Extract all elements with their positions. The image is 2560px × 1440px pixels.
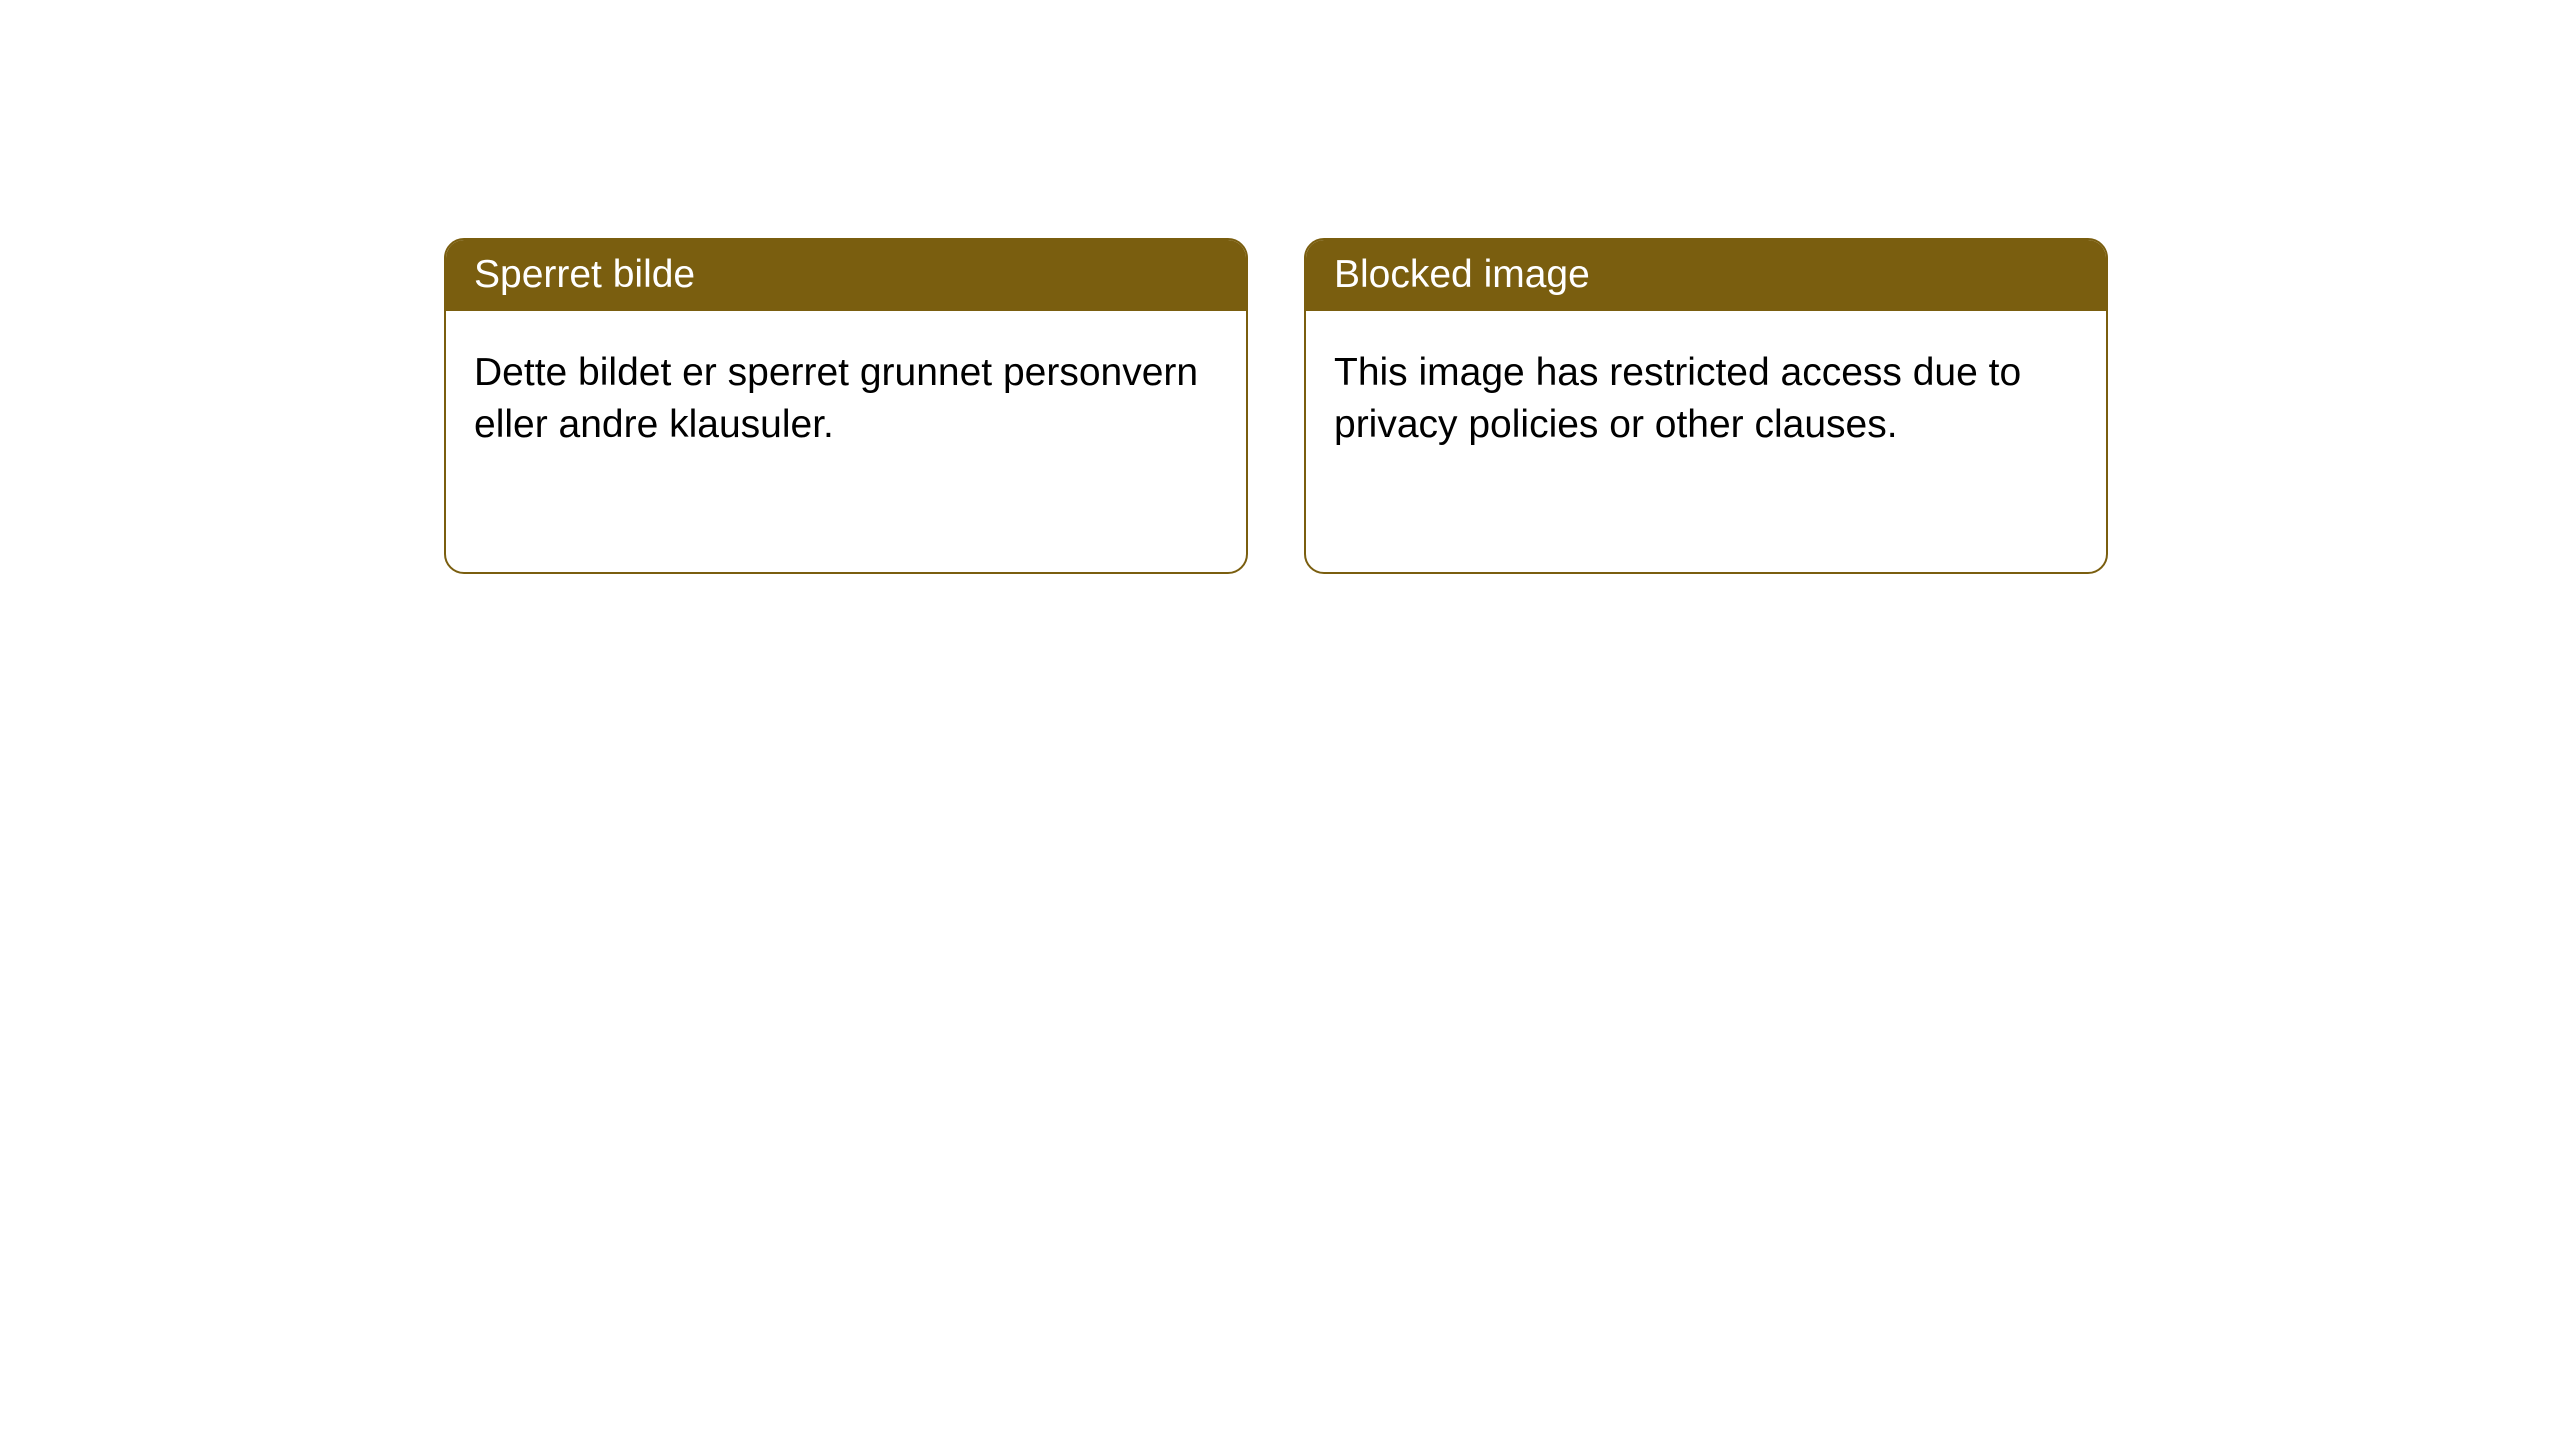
notice-header: Blocked image bbox=[1306, 240, 2106, 311]
notice-body: This image has restricted access due to … bbox=[1306, 311, 2106, 488]
notice-title: Sperret bilde bbox=[474, 253, 695, 296]
notice-card-norwegian: Sperret bilde Dette bildet er sperret gr… bbox=[444, 238, 1248, 574]
notice-body: Dette bildet er sperret grunnet personve… bbox=[446, 311, 1246, 488]
notice-title: Blocked image bbox=[1334, 253, 1590, 296]
notice-header: Sperret bilde bbox=[446, 240, 1246, 311]
notice-body-text: This image has restricted access due to … bbox=[1334, 351, 2021, 447]
notice-container: Sperret bilde Dette bildet er sperret gr… bbox=[444, 238, 2108, 574]
notice-card-english: Blocked image This image has restricted … bbox=[1304, 238, 2108, 574]
notice-body-text: Dette bildet er sperret grunnet personve… bbox=[474, 351, 1198, 447]
